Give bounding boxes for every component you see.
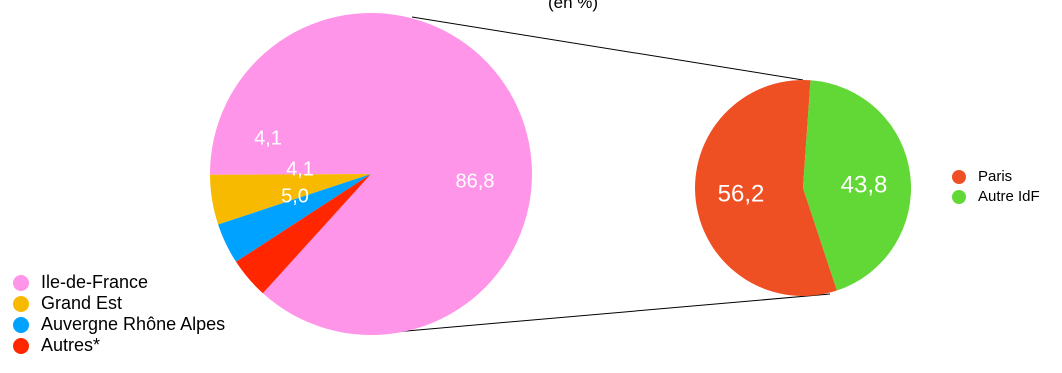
- regions-value-label-ile-de-france: 86,8: [456, 170, 495, 192]
- regions-legend-marker-autres: [13, 338, 29, 354]
- idf-legend-marker-paris: [952, 170, 966, 184]
- idf-value-label-paris: 56,2: [718, 180, 765, 207]
- regions-legend-marker-auvergne-rhone-alpes: [13, 317, 29, 333]
- idf-slice-autre-idf: [803, 80, 912, 291]
- idf-value-label-autre-idf: 43,8: [841, 171, 888, 198]
- connector-lines: [371, 16, 831, 335]
- regions-legend-marker-ile-de-france: [13, 275, 29, 291]
- idf-legend: Paris Autre IdF: [952, 168, 1040, 205]
- regions-slice-auvergne-rhone-alpes: [218, 174, 371, 262]
- regions-value-label-grand-est: 5,0: [281, 185, 309, 207]
- regions-slice-ile-de-france: [209, 13, 532, 336]
- regions-value-label-autres: 4,1: [254, 127, 282, 149]
- regions-legend-label-grand-est: Grand Est: [41, 293, 122, 313]
- idf-slice-paris: [695, 79, 837, 296]
- idf-legend-label-autre-idf: Autre IdF: [978, 188, 1040, 205]
- regions-legend-label-autres: Autres*: [41, 335, 100, 355]
- regions-legend-marker-grand-est: [13, 296, 29, 312]
- regions-legend-label-auvergne-rhone-alpes: Auvergne Rhône Alpes: [41, 314, 225, 334]
- regions-pie: 86,8 5,0 4,14,1: [209, 13, 532, 336]
- regions-slice-autres: [236, 174, 371, 294]
- idf-legend-marker-autre-idf: [952, 190, 966, 204]
- regions-legend-label-ile-de-france: Ile-de-France: [41, 272, 148, 292]
- regions-slice-grand-est: [210, 174, 371, 225]
- idf-legend-label-paris: Paris: [978, 168, 1012, 185]
- idf-breakdown-pie: 56,2 43,8: [695, 79, 912, 296]
- chart-subtitle: (en %): [548, 0, 598, 12]
- regions-value-label-auvergne-rhone-alpes: 4,1: [286, 158, 314, 180]
- connector-line-top: [411, 16, 804, 81]
- connector-line-bottom: [371, 293, 831, 335]
